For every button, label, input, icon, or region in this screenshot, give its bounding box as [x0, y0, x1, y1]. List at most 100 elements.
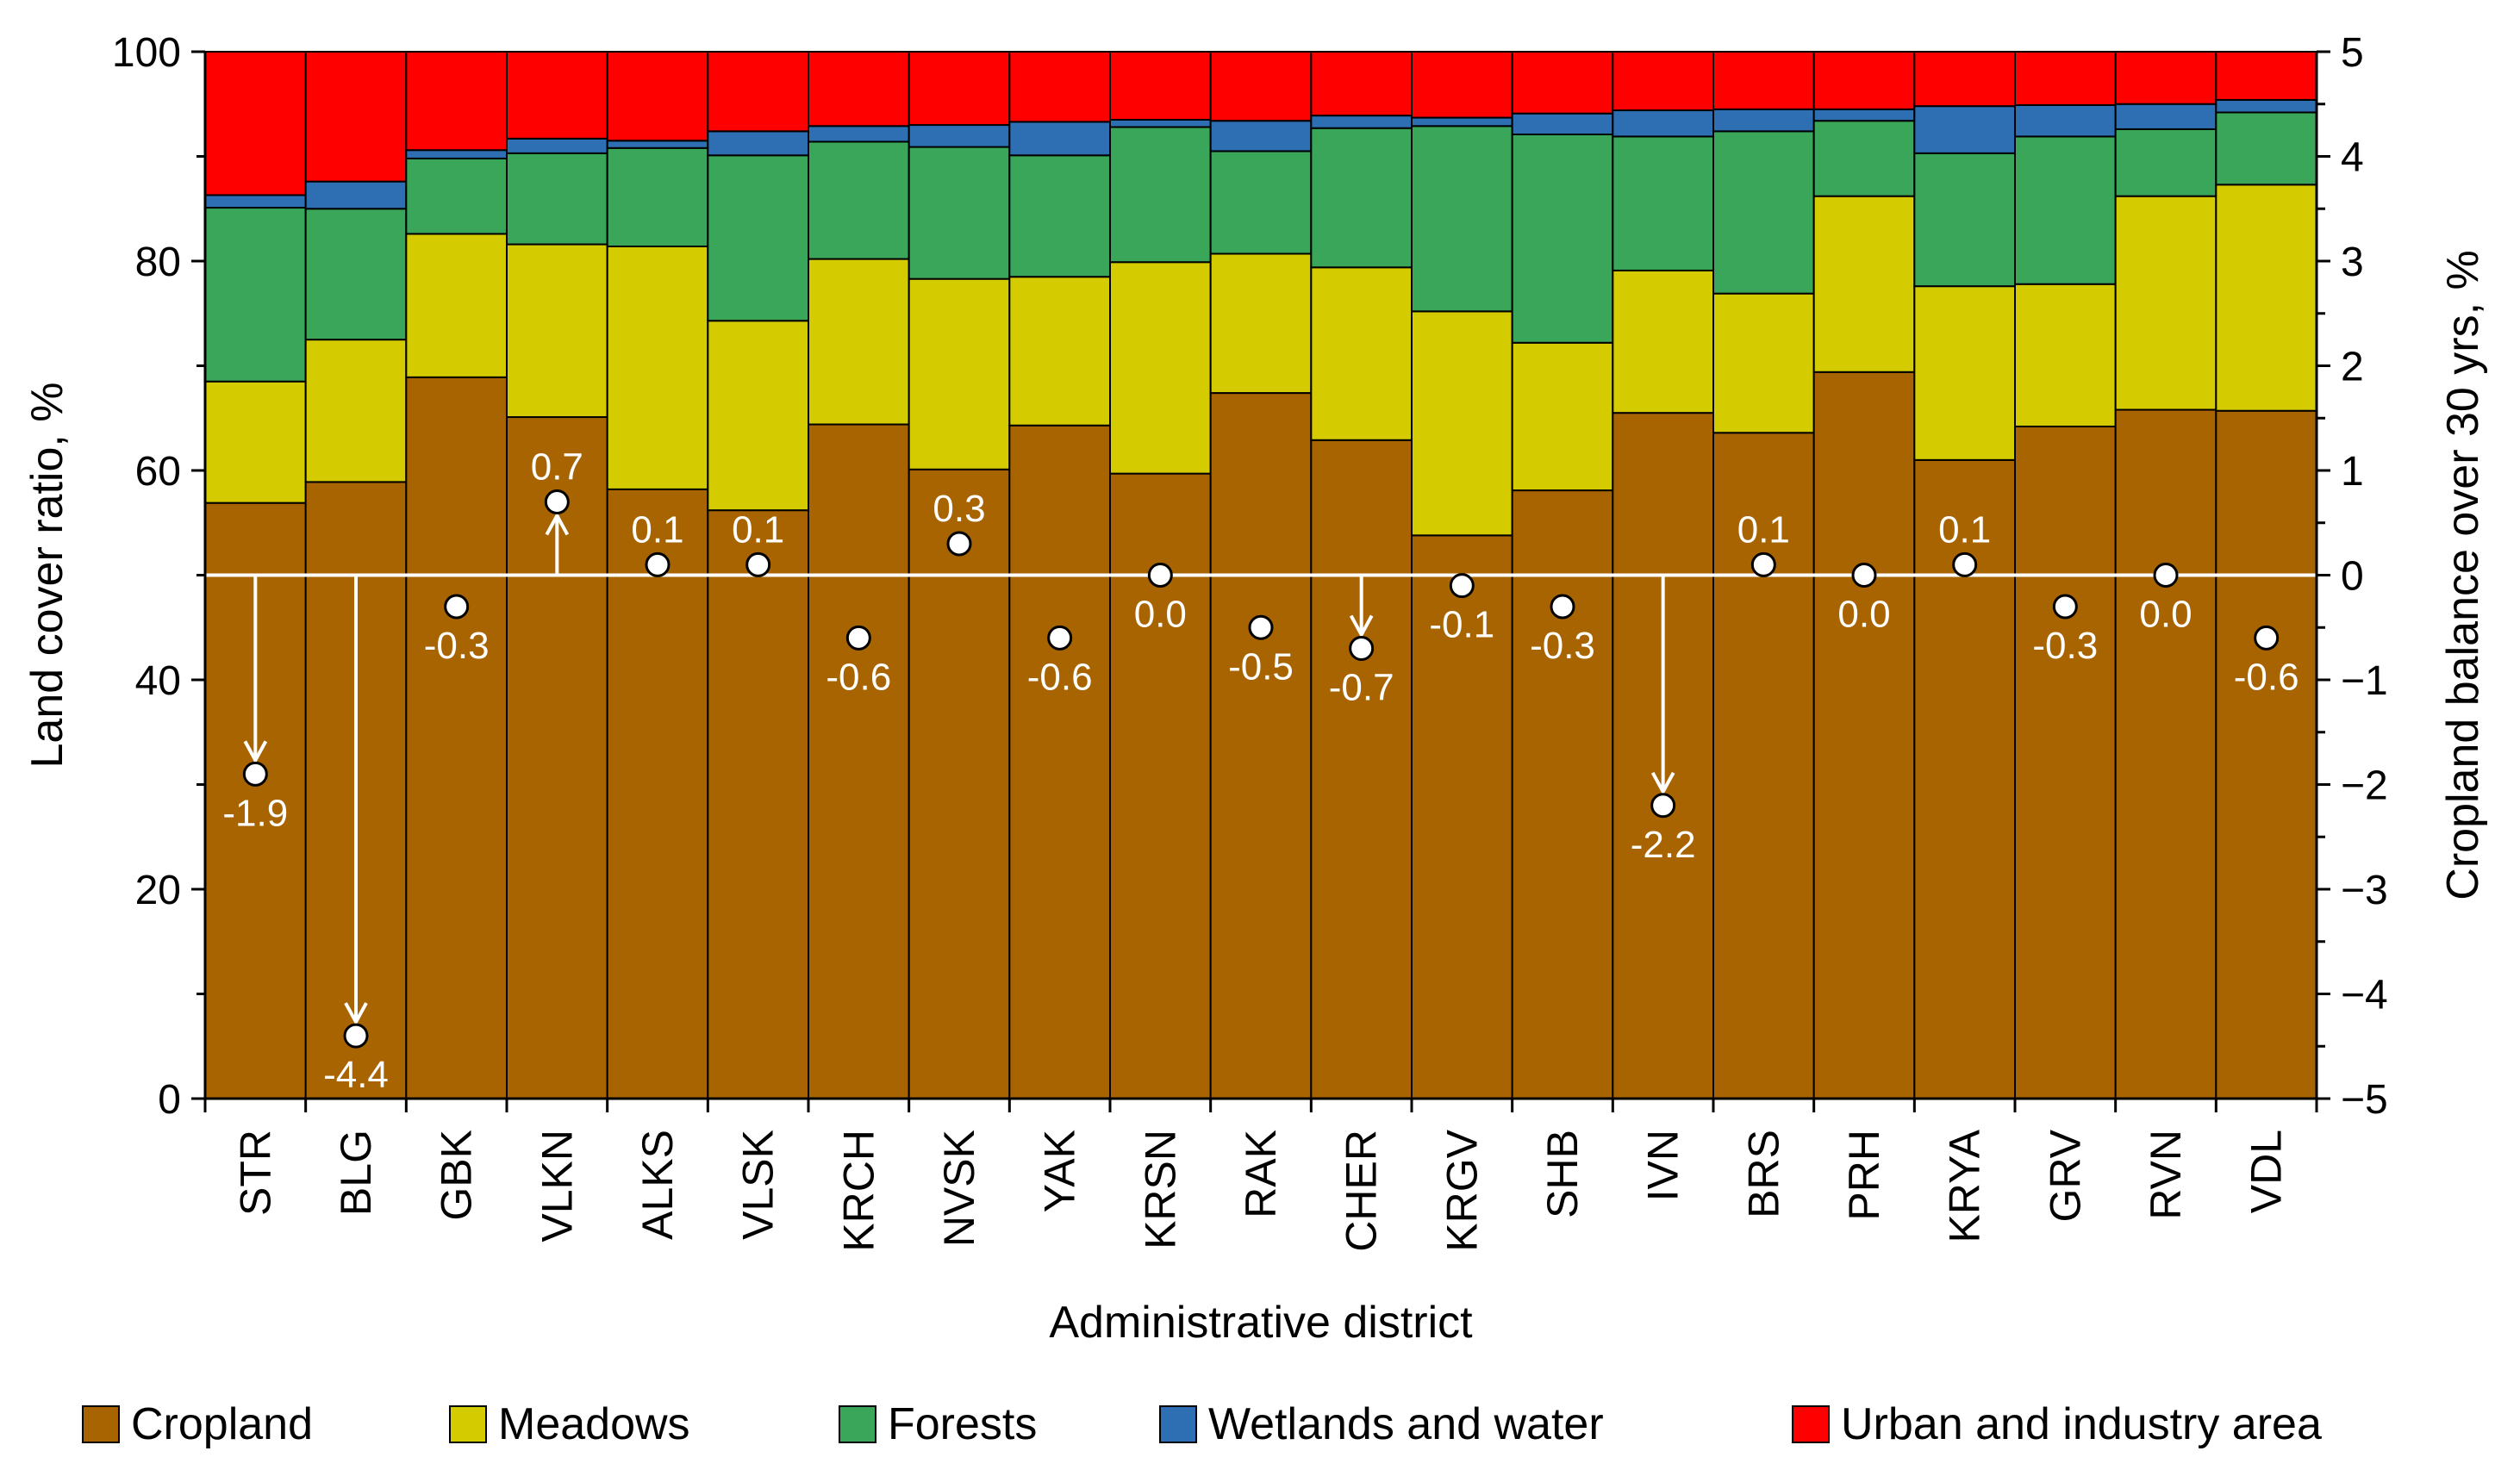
- bar-segment-meadows-shb: [1511, 341, 1614, 492]
- balance-label-brs: 0.1: [1737, 508, 1790, 551]
- bar-segment-wetlands-and-water-vdl: [2215, 98, 2318, 114]
- bar-segment-urban-and-industry-area-alks: [606, 51, 709, 142]
- x-tick-label-blg: BLG: [332, 1130, 380, 1216]
- y2-tick-label: 5: [2341, 30, 2364, 76]
- balance-marker-yak: [1047, 625, 1073, 651]
- balance-label-rak: -0.5: [1228, 645, 1294, 688]
- balance-label-blg: -4.4: [323, 1054, 389, 1096]
- bar-segment-urban-and-industry-area-cher: [1310, 51, 1413, 117]
- balance-marker-str: [242, 761, 268, 787]
- balance-label-krch: -0.6: [826, 656, 891, 698]
- balance-label-nvsk: 0.3: [933, 488, 985, 530]
- bar-segment-forests-nvsk: [908, 146, 1011, 280]
- balance-marker-krsn: [1147, 563, 1173, 588]
- balance-label-str: -1.9: [222, 792, 288, 834]
- bar-segment-cropland-cher: [1310, 439, 1413, 1099]
- bar-segment-urban-and-industry-area-str: [204, 51, 307, 196]
- bar-segment-forests-vlkn: [506, 152, 608, 246]
- balance-label-rvn: 0.0: [2139, 594, 2192, 636]
- bar-segment-meadows-rvn: [2114, 195, 2217, 411]
- x-tick-label-alks: ALKS: [633, 1130, 682, 1240]
- bar-segment-forests-yak: [1008, 154, 1111, 278]
- legend-swatch-forests: [839, 1405, 876, 1443]
- y-tick-label: 60: [135, 449, 181, 495]
- x-tick-label-krgv: KRGV: [1438, 1129, 1486, 1251]
- bar-segment-forests-krgv: [1411, 125, 1513, 313]
- bar-segment-cropland-gbk: [405, 376, 508, 1099]
- bar-segment-wetlands-and-water-gbk: [405, 149, 508, 159]
- x-tick-label-rvn: RVN: [2142, 1130, 2190, 1220]
- x-tick-label-krch: KRCH: [834, 1130, 883, 1252]
- bar-segment-forests-rvn: [2114, 128, 2217, 197]
- balance-marker-krch: [845, 625, 871, 651]
- balance-marker-vlkn: [544, 489, 570, 514]
- bar-segment-meadows-vlsk: [707, 320, 810, 512]
- bar-segment-forests-vdl: [2215, 111, 2318, 186]
- legend-label-wetlands-and-water: Wetlands and water: [1208, 1399, 1604, 1449]
- y2-tick-label: 2: [2341, 345, 2364, 390]
- y2-tick-label: 0: [2341, 554, 2364, 600]
- balance-marker-rak: [1248, 614, 1274, 640]
- balance-marker-nvsk: [946, 531, 972, 557]
- bar-segment-meadows-grv: [2014, 283, 2117, 427]
- y2-tick-label: 4: [2341, 135, 2364, 181]
- x-tick-label-str: STR: [231, 1130, 279, 1216]
- bar-segment-urban-and-industry-area-grv: [2014, 51, 2117, 106]
- x-tick-label-rak: RAK: [1237, 1130, 1285, 1218]
- bar-segment-forests-ivn: [1612, 135, 1714, 271]
- bar-segment-urban-and-industry-area-vdl: [2215, 51, 2318, 101]
- bar-segment-urban-and-industry-area-nvsk: [908, 51, 1011, 127]
- bar-segment-wetlands-and-water-rvn: [2114, 103, 2217, 130]
- bar-segment-meadows-krgv: [1411, 310, 1513, 537]
- bar-segment-wetlands-and-water-vlsk: [707, 130, 810, 157]
- x-tick-label-shb: SHB: [1538, 1130, 1587, 1218]
- bar-segment-cropland-vlsk: [707, 509, 810, 1099]
- bar-segment-wetlands-and-water-krya: [1913, 105, 2017, 154]
- bar-segment-meadows-prh: [1812, 195, 1916, 373]
- x-tick-label-grv: GRV: [2041, 1129, 2089, 1222]
- bar-segment-wetlands-and-water-krsn: [1109, 118, 1212, 128]
- balance-marker-gbk: [444, 594, 470, 620]
- y2-axis-title: Cropland balance over 30 yrs, %: [2438, 250, 2488, 900]
- bar-segment-meadows-nvsk: [908, 277, 1011, 470]
- y2-tick-label: 1: [2341, 449, 2364, 495]
- balance-marker-rvn: [2153, 563, 2179, 588]
- balance-marker-brs: [1750, 551, 1776, 577]
- balance-label-yak: -0.6: [1027, 656, 1093, 698]
- balance-label-krya: 0.1: [1938, 508, 1991, 551]
- legend-label-cropland: Cropland: [131, 1399, 313, 1449]
- bar-segment-cropland-rak: [1209, 392, 1313, 1099]
- balance-label-krgv: -0.1: [1429, 604, 1494, 646]
- bar-segment-urban-and-industry-area-gbk: [405, 51, 508, 152]
- y-tick-label: 80: [135, 240, 181, 285]
- y-tick-label: 20: [135, 868, 181, 913]
- y-tick-label: 100: [112, 30, 181, 76]
- y-tick-label: 0: [158, 1077, 181, 1123]
- bar-segment-meadows-vlkn: [506, 243, 608, 419]
- legend-swatch-meadows: [449, 1405, 487, 1443]
- balance-label-shb: -0.3: [1530, 625, 1595, 667]
- bars-group: [204, 51, 2318, 1100]
- y2-tick-label: 3: [2341, 240, 2364, 285]
- bar-segment-forests-krsn: [1109, 126, 1212, 264]
- legend-swatch-wetlands-and-water: [1159, 1405, 1197, 1443]
- legend-label-meadows: Meadows: [498, 1399, 690, 1449]
- bar-segment-urban-and-industry-area-vlkn: [506, 51, 608, 140]
- x-tick-label-nvsk: NVSK: [935, 1130, 983, 1247]
- balance-marker-ivn: [1650, 793, 1676, 819]
- bar-segment-wetlands-and-water-grv: [2014, 103, 2117, 138]
- bar-segment-forests-alks: [606, 146, 709, 247]
- bar-segment-forests-grv: [2014, 135, 2117, 285]
- bar-segment-urban-and-industry-area-krgv: [1411, 51, 1513, 119]
- balance-label-krsn: 0.0: [1134, 594, 1187, 636]
- bar-segment-urban-and-industry-area-blg: [304, 51, 408, 183]
- balance-marker-vdl: [2254, 625, 2280, 651]
- bar-segment-urban-and-industry-area-shb: [1511, 51, 1614, 115]
- bar-segment-forests-brs: [1712, 130, 1815, 295]
- balance-marker-cher: [1349, 636, 1375, 662]
- bar-segment-cropland-alks: [606, 488, 709, 1099]
- bar-segment-urban-and-industry-area-ivn: [1612, 51, 1714, 112]
- balance-label-vdl: -0.6: [2234, 656, 2299, 698]
- balance-marker-vlsk: [745, 551, 771, 577]
- legend-swatch-cropland: [82, 1405, 120, 1443]
